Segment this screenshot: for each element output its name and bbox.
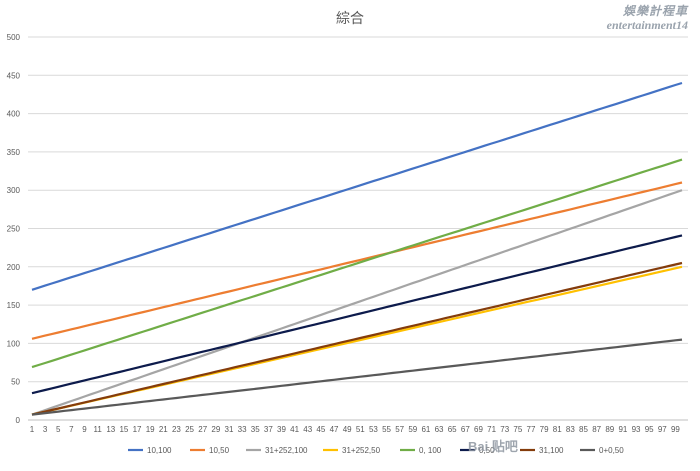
x-tick-label: 55	[382, 425, 391, 434]
x-tick-label: 23	[172, 425, 181, 434]
y-axis-tick-labels: 0 50 100 150 200 250 300 350 400 450 500	[7, 33, 21, 425]
y-tick-label: 350	[7, 148, 21, 157]
y-tick-label: 0	[16, 416, 21, 425]
y-tick-label: 500	[7, 33, 21, 42]
x-tick-label: 73	[500, 425, 509, 434]
x-tick-label: 57	[395, 425, 404, 434]
x-tick-label: 13	[106, 425, 115, 434]
baidu-watermark: Bai 贴吧	[468, 439, 518, 454]
series-line-2	[31, 181, 683, 340]
legend-label-8: 0+0,50	[599, 446, 624, 455]
x-tick-label: 27	[198, 425, 207, 434]
x-tick-label: 93	[632, 425, 641, 434]
x-tick-label: 65	[448, 425, 457, 434]
x-tick-label: 49	[343, 425, 352, 434]
y-tick-label: 300	[7, 186, 21, 195]
x-tick-label: 43	[303, 425, 312, 434]
watermark-line-1: 娛樂計程車	[622, 4, 688, 18]
x-tick-label: 3	[43, 425, 48, 434]
legend-label-2: 10,50	[209, 446, 230, 455]
x-tick-label: 1	[30, 425, 35, 434]
x-tick-label: 19	[146, 425, 155, 434]
x-tick-label: 89	[605, 425, 614, 434]
legend-label-5: 0, 100	[419, 446, 442, 455]
legend-label-6: 0,50	[479, 446, 495, 455]
x-tick-label: 17	[133, 425, 142, 434]
x-tick-label: 63	[435, 425, 444, 434]
series-line-6	[31, 234, 683, 395]
x-tick-label: 31	[225, 425, 234, 434]
x-tick-label: 11	[94, 425, 103, 434]
legend-label-1: 10,100	[147, 446, 172, 455]
x-tick-label: 61	[421, 425, 430, 434]
x-tick-label: 9	[82, 425, 87, 434]
x-tick-label: 53	[369, 425, 378, 434]
x-tick-label: 45	[316, 425, 325, 434]
x-tick-label: 41	[290, 425, 299, 434]
y-tick-label: 250	[7, 225, 21, 234]
legend-label-4: 31+252,50	[342, 446, 381, 455]
x-tick-label: 91	[618, 425, 627, 434]
x-tick-label: 39	[277, 425, 286, 434]
x-tick-label: 25	[185, 425, 194, 434]
series-line-3	[31, 189, 683, 416]
x-tick-label: 95	[645, 425, 654, 434]
legend-label-7: 31,100	[539, 446, 564, 455]
x-tick-label: 29	[211, 425, 220, 434]
x-tick-label: 85	[579, 425, 588, 434]
x-tick-label: 83	[566, 425, 575, 434]
x-tick-label: 99	[671, 425, 680, 434]
x-tick-label: 75	[513, 425, 522, 434]
y-tick-label: 50	[11, 378, 20, 387]
legend: 10,100 10,50 31+252,100 31+252,50 0, 100 0,50…	[128, 446, 624, 455]
y-tick-label: 450	[7, 71, 21, 80]
series-line-1	[31, 81, 683, 291]
x-tick-label: 35	[251, 425, 260, 434]
x-tick-label: 97	[658, 425, 667, 434]
x-tick-label: 21	[159, 425, 168, 434]
x-tick-label: 81	[553, 425, 562, 434]
x-tick-label: 33	[238, 425, 247, 434]
series-line-5	[31, 158, 683, 369]
y-tick-label: 400	[7, 110, 21, 119]
x-tick-label: 15	[119, 425, 128, 434]
x-tick-label: 69	[474, 425, 483, 434]
series-lines	[31, 81, 683, 416]
watermark-line-2: entertainment14	[606, 18, 688, 32]
x-axis-tick-labels: 1 3 5 7 9 11 13 15 17 19 21 23 25 27 29 31 33 35 37 39 41 43 4…	[30, 425, 681, 434]
y-tick-label: 200	[7, 263, 21, 272]
x-tick-label: 51	[356, 425, 365, 434]
x-tick-label: 71	[487, 425, 496, 434]
chart-title: 綜合	[336, 10, 364, 26]
x-tick-label: 67	[461, 425, 470, 434]
series-line-7	[31, 261, 683, 416]
x-tick-label: 87	[592, 425, 601, 434]
watermark: 娛樂計程車 entertainment14	[607, 4, 688, 32]
y-tick-label: 150	[7, 301, 21, 310]
x-tick-label: 37	[264, 425, 273, 434]
x-tick-label: 5	[56, 425, 61, 434]
x-tick-label: 47	[330, 425, 339, 434]
grid-lines	[28, 36, 688, 421]
series-line-8	[31, 338, 683, 416]
x-tick-label: 79	[540, 425, 549, 434]
legend-label-3: 31+252,100	[265, 446, 308, 455]
y-tick-label: 100	[7, 339, 21, 348]
x-tick-label: 77	[527, 425, 536, 434]
x-tick-label: 59	[408, 425, 417, 434]
x-tick-label: 7	[69, 425, 74, 434]
